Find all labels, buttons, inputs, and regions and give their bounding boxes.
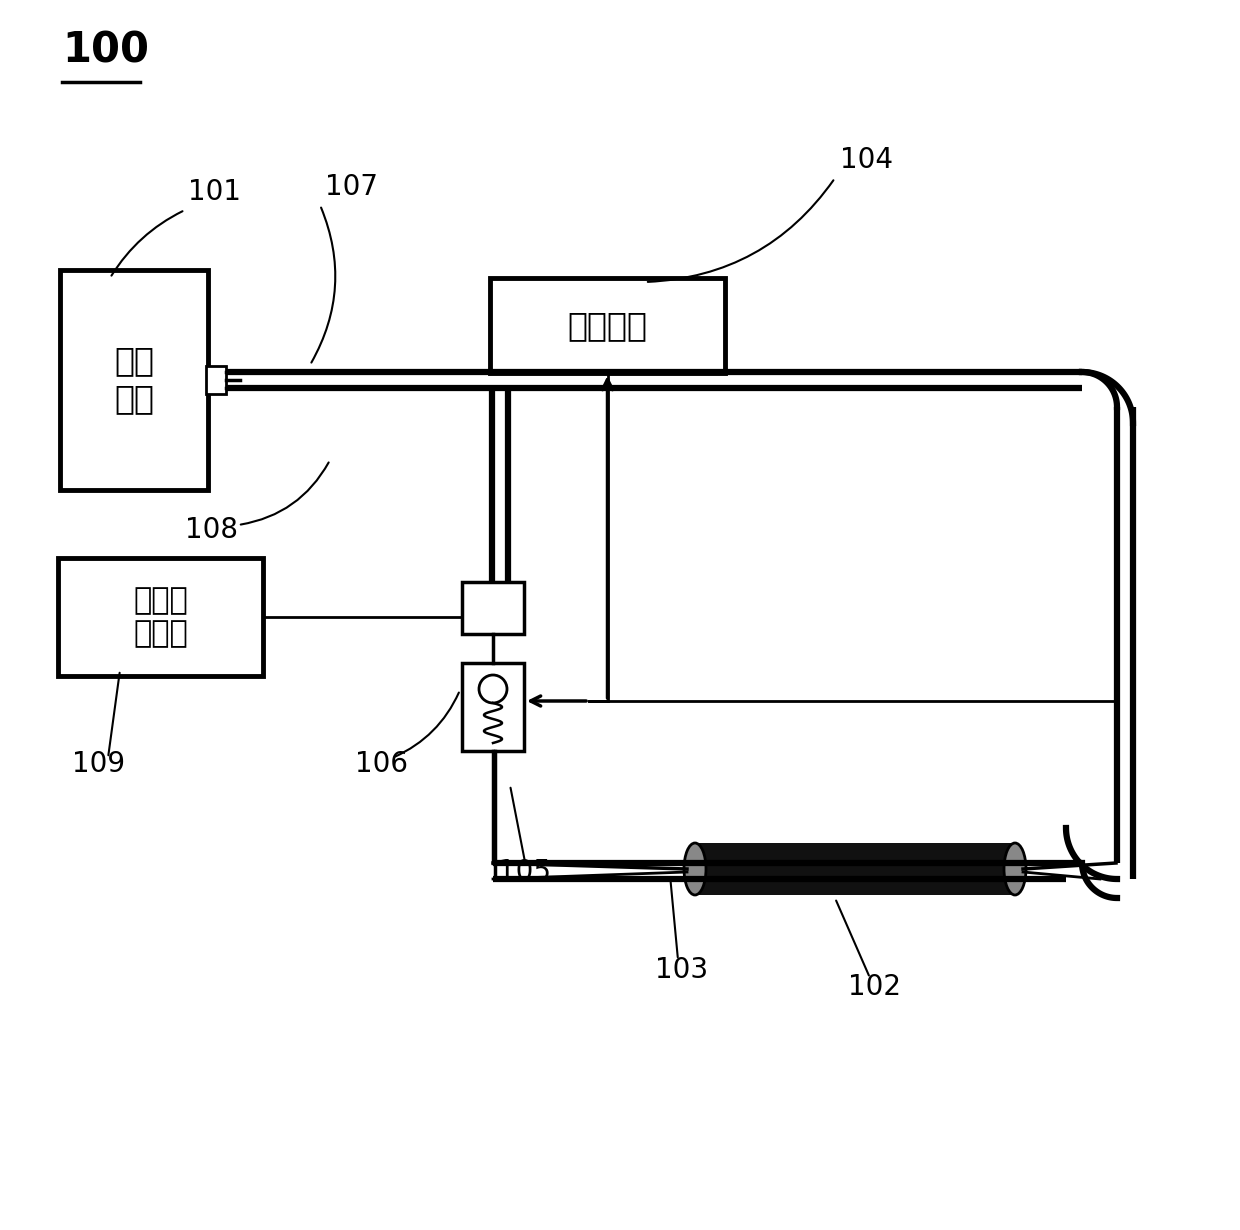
Bar: [463, 582, 525, 633]
Text: 100: 100: [62, 30, 149, 71]
Text: 控制单元: 控制单元: [568, 309, 647, 342]
Text: 109: 109: [72, 750, 125, 779]
Text: 液压
油筱: 液压 油筱: [114, 344, 154, 416]
Text: 107: 107: [325, 173, 378, 200]
Ellipse shape: [1004, 843, 1025, 895]
Text: 103: 103: [655, 956, 708, 984]
Text: 105: 105: [498, 859, 551, 886]
Bar: [206, 367, 226, 394]
Bar: [463, 663, 525, 752]
Text: 106: 106: [355, 750, 408, 779]
Bar: [60, 271, 208, 490]
Bar: [694, 843, 1016, 895]
Text: 108: 108: [185, 517, 238, 544]
Bar: [58, 558, 263, 677]
Text: 104: 104: [839, 146, 893, 173]
Ellipse shape: [684, 843, 706, 895]
Text: 102: 102: [848, 973, 901, 1001]
Text: 液压执
行机构: 液压执 行机构: [133, 585, 188, 648]
Bar: [490, 278, 725, 373]
Text: 101: 101: [188, 178, 241, 205]
